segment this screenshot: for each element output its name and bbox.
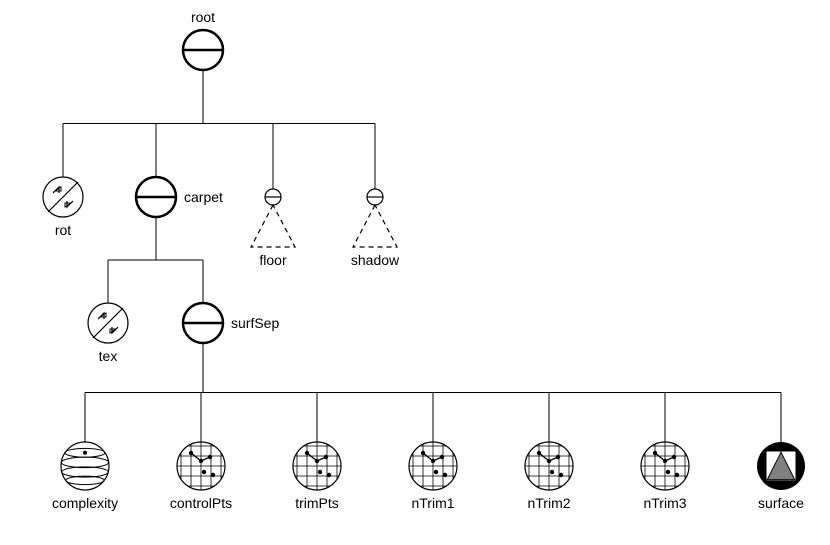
node-label-rot: rot [55,222,71,238]
node-surface: surface [757,442,805,511]
node-label-floor: floor [259,252,287,268]
node-nTrim3: nTrim3 [635,436,695,511]
node-label-surface: surface [758,495,804,511]
node-trimPts: trimPts [287,436,347,511]
edges-layer [63,70,781,442]
node-label-nTrim1: nTrim1 [411,495,454,511]
node-surfSep: surfSep [183,303,279,343]
node-carpet: carpet [136,177,223,217]
node-rot: rot [43,177,83,238]
node-shadow: shadow [351,189,400,268]
node-label-root: root [191,9,215,25]
node-nTrim2: nTrim2 [519,436,579,511]
node-tex: tex [88,303,128,364]
node-label-controlPts: controlPts [170,495,232,511]
node-floor: floor [251,189,295,268]
node-label-tex: tex [99,348,118,364]
node-label-carpet: carpet [184,189,223,205]
node-label-trimPts: trimPts [295,495,339,511]
node-label-surfSep: surfSep [231,315,279,331]
node-label-nTrim3: nTrim3 [643,495,686,511]
node-root: root [183,9,223,70]
node-nTrim1: nTrim1 [403,436,463,511]
node-controlPts: controlPts [170,436,232,511]
node-label-complexity: complexity [52,495,118,511]
node-label-nTrim2: nTrim2 [527,495,570,511]
node-complexity: complexity [52,442,118,511]
scene-graph-diagram: root rot carpet floor shadow tex surfSep comple… [0,0,830,545]
node-label-shadow: shadow [351,252,400,268]
